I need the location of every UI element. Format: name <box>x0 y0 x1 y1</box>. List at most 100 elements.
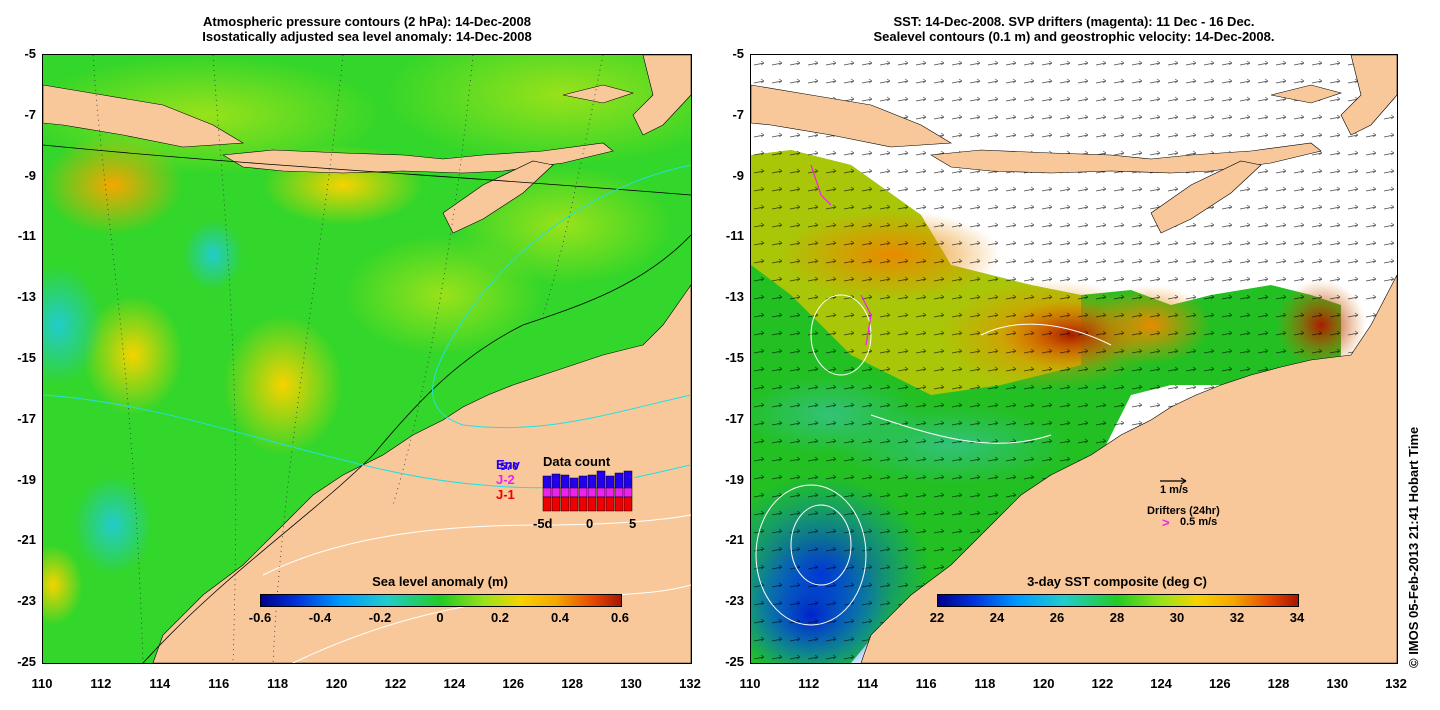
colorbar-tick-label: 28 <box>1109 610 1125 625</box>
anomaly-blob <box>43 265 103 385</box>
drifter-symbol: > <box>1162 515 1170 530</box>
x-tick-label: 120 <box>325 676 348 691</box>
land <box>43 55 691 663</box>
y-tick-label: -7 <box>24 106 36 122</box>
x-tick-label: 110 <box>739 676 761 691</box>
j2-bars <box>542 487 633 498</box>
colorbar-tick-label: -0.6 <box>248 610 272 625</box>
colorbar-tick-label: 0.6 <box>610 610 630 625</box>
eastern-islands <box>1340 55 1397 136</box>
anomaly-blob <box>183 220 243 290</box>
anomaly-blob <box>43 135 183 235</box>
colorbar-tick-label: -0.2 <box>368 610 392 625</box>
land <box>751 55 1397 663</box>
velocity-scale-arrow <box>1160 477 1187 485</box>
anomaly-blob <box>223 315 343 455</box>
y-tick-label: -13 <box>725 289 744 305</box>
anomaly-blob <box>383 55 691 165</box>
x-tick-label: 116 <box>208 676 230 691</box>
y-tick-label: -25 <box>17 654 36 669</box>
colorbar-tick-label: 22 <box>929 610 945 625</box>
inset-xtick-0: 0 <box>586 516 594 531</box>
x-tick-label: 130 <box>1326 676 1349 691</box>
y-tick-label: -11 <box>17 228 36 244</box>
y-tick-label: -13 <box>17 289 36 305</box>
colorbar-tick-label: 32 <box>1229 610 1245 625</box>
colorbar-tick-label: 34 <box>1289 610 1305 625</box>
x-tick-label: 128 <box>1267 676 1290 691</box>
drifters-scale-label: 0.5 m/s <box>1180 516 1218 528</box>
y-tick-label: -9 <box>24 167 36 183</box>
sla-colorbar-title: Sea level anomaly (m) <box>372 574 508 589</box>
y-tick-label: -5 <box>24 46 36 61</box>
sst-map[interactable] <box>750 54 1398 664</box>
right-title-line1: SST: 14-Dec-2008. SVP drifters (magenta)… <box>893 14 1255 29</box>
x-tick-label: 124 <box>443 676 466 691</box>
x-tick-label: 126 <box>502 676 525 691</box>
java-island <box>43 84 244 148</box>
x-tick-label: 130 <box>620 676 642 691</box>
x-tick-label: 118 <box>267 676 289 691</box>
legend-570: 570 <box>500 461 519 473</box>
colorbar-tick-label: 24 <box>989 610 1005 625</box>
x-tick-label: 116 <box>915 676 937 691</box>
x-tick-label: 114 <box>149 676 171 691</box>
inset-xtick-5: 5 <box>629 516 637 531</box>
y-tick-label: -23 <box>17 593 36 609</box>
timor-island <box>1150 160 1262 234</box>
y-tick-label: -7 <box>732 106 744 122</box>
y-tick-label: -17 <box>17 410 36 426</box>
y-tick-label: -11 <box>725 228 744 244</box>
eastern-islands <box>632 55 691 136</box>
australia-land <box>860 274 1397 663</box>
sst-colorbar <box>937 594 1299 607</box>
x-tick-label: 118 <box>974 676 996 691</box>
y-tick-label: -21 <box>725 532 744 548</box>
x-tick-label: 128 <box>561 676 584 691</box>
lesser-sunda-islands <box>930 142 1322 174</box>
anomaly-blob <box>343 235 543 355</box>
small-island <box>562 84 635 104</box>
java-island <box>751 84 952 148</box>
x-tick-label: 112 <box>90 676 112 691</box>
y-tick-label: -19 <box>725 471 744 487</box>
data-count-bars <box>542 470 634 512</box>
y-tick-label: -15 <box>17 350 36 365</box>
x-tick-label: 126 <box>1208 676 1231 691</box>
x-tick-label: 120 <box>1032 676 1055 691</box>
inset-xtick-neg5: -5d <box>533 516 553 531</box>
x-tick-label: 122 <box>1091 676 1114 691</box>
y-tick-label: -9 <box>732 167 744 183</box>
sst-colorbar-title: 3-day SST composite (deg C) <box>1027 574 1207 589</box>
imos-credit: © IMOS 05-Feb-2013 21:41 Hobart Time <box>1406 426 1421 668</box>
legend-env: Env <box>496 457 520 472</box>
sla-colorbar <box>260 594 622 607</box>
legend-j2: J-2 <box>496 472 515 487</box>
j1-bars <box>542 496 633 512</box>
y-tick-label: -25 <box>725 654 744 669</box>
drifters-title: Drifters (24hr) <box>1147 505 1220 517</box>
y-tick-label: -5 <box>732 46 744 61</box>
right-title-line2: Sealevel contours (0.1 m) and geostrophi… <box>873 29 1275 44</box>
legend-j1: J-1 <box>496 487 515 502</box>
right-title: SST: 14-Dec-2008. SVP drifters (magenta)… <box>750 14 1398 44</box>
sealevel-contours <box>755 294 1112 626</box>
left-title: Atmospheric pressure contours (2 hPa): 1… <box>42 14 692 44</box>
velocity-scale-label: 1 m/s <box>1160 484 1189 496</box>
australia-land <box>152 284 691 663</box>
left-title-line2: Isostatically adjusted sea level anomaly… <box>202 29 532 44</box>
timor-island <box>442 160 554 234</box>
x-tick-label: 110 <box>31 676 53 691</box>
anomaly-blob <box>43 545 83 625</box>
anomaly-blob <box>83 295 183 415</box>
coast-contours <box>43 144 691 663</box>
colorbar-tick-label: 30 <box>1169 610 1185 625</box>
small-island <box>1270 84 1343 104</box>
inset-title: Data count <box>543 454 611 469</box>
x-tick-label: 112 <box>798 676 820 691</box>
y-tick-label: -21 <box>17 532 36 548</box>
sea-level-anomaly-map[interactable] <box>42 54 692 664</box>
y-tick-label: -23 <box>725 593 744 609</box>
colorbar-tick-label: 0.2 <box>490 610 510 625</box>
x-tick-label: 122 <box>384 676 407 691</box>
